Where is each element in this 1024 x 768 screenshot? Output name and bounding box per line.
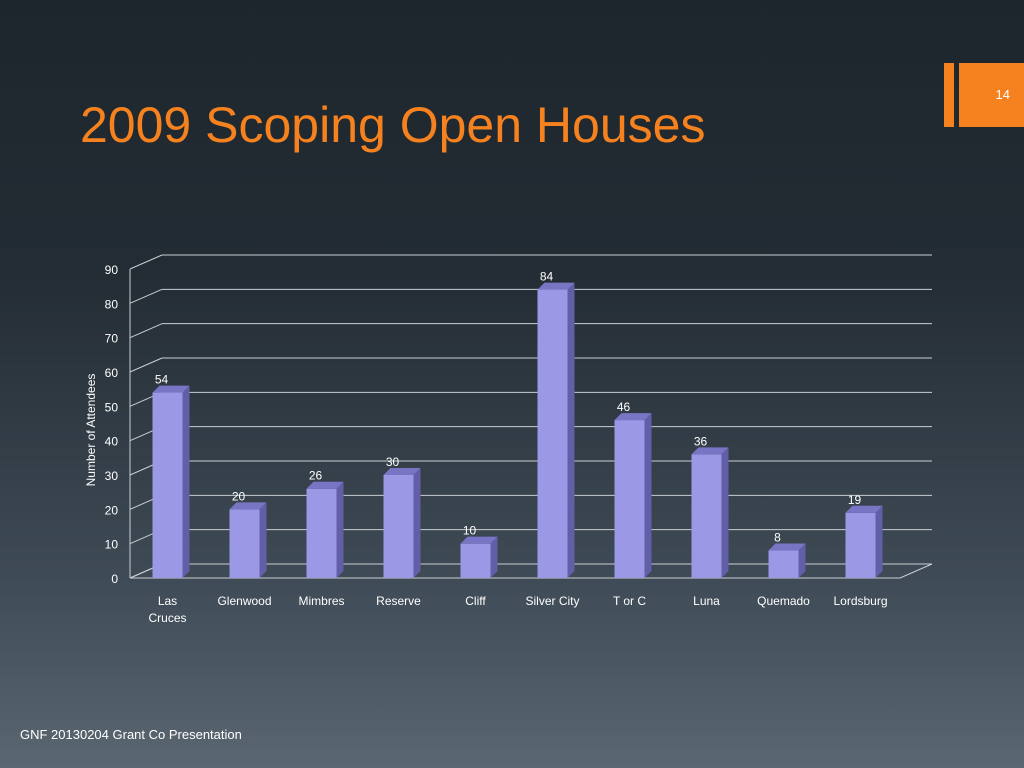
x-tick-label: Cruces bbox=[148, 611, 186, 625]
gridline-diagonal bbox=[129, 254, 163, 270]
x-tick-label: Mimbres bbox=[298, 594, 344, 608]
data-labels: 54 20 26 30 10 84 46 36 8 19 bbox=[155, 270, 862, 545]
slide-title: 2009 Scoping Open Houses bbox=[80, 97, 706, 153]
y-tick-label: 40 bbox=[105, 435, 119, 449]
bar-front bbox=[383, 475, 414, 578]
bar-top bbox=[537, 282, 575, 290]
bar bbox=[306, 481, 344, 578]
bar-top bbox=[845, 505, 883, 513]
bar-side bbox=[875, 505, 883, 578]
bar-top bbox=[229, 502, 267, 510]
data-label: 54 bbox=[155, 373, 169, 387]
bar-side bbox=[259, 502, 267, 578]
bar-top bbox=[306, 481, 344, 489]
bar-front bbox=[537, 289, 568, 578]
bars bbox=[152, 282, 883, 578]
gridline-diagonal bbox=[129, 323, 163, 339]
data-label: 46 bbox=[617, 400, 631, 414]
data-label: 20 bbox=[232, 489, 246, 503]
x-axis-labels: Las Cruces Glenwood Mimbres Reserve Cliff Silv… bbox=[148, 594, 887, 625]
bar-top bbox=[383, 468, 421, 475]
bar-side bbox=[644, 413, 652, 578]
data-label: 84 bbox=[540, 270, 554, 284]
x-tick-label: Lordsburg bbox=[833, 594, 887, 608]
bar-side bbox=[721, 447, 729, 578]
gridline-diagonal bbox=[129, 357, 163, 373]
bar-front bbox=[768, 550, 799, 578]
bar-side bbox=[798, 543, 806, 578]
x-tick-label: Silver City bbox=[525, 594, 579, 608]
data-label: 10 bbox=[463, 524, 477, 538]
footer-text: GNF 20130204 Grant Co Presentation bbox=[20, 727, 242, 742]
bar-front bbox=[614, 420, 645, 578]
y-tick-label: 90 bbox=[105, 263, 119, 277]
y-tick-label: 0 bbox=[111, 572, 118, 586]
y-tick-label: 80 bbox=[105, 297, 119, 311]
bar bbox=[460, 536, 498, 578]
x-tick-label: Las bbox=[158, 594, 177, 608]
data-label: 8 bbox=[774, 531, 781, 545]
bar-side bbox=[413, 468, 421, 578]
y-tick-label: 60 bbox=[105, 366, 119, 380]
bar-side bbox=[490, 536, 498, 578]
y-axis-ticks: 0 10 20 30 40 50 60 70 80 90 bbox=[105, 263, 119, 586]
bar-front bbox=[306, 488, 337, 578]
bar bbox=[845, 505, 883, 578]
bar-side bbox=[336, 481, 344, 578]
bar bbox=[229, 502, 267, 578]
bar-top bbox=[691, 447, 729, 455]
bar bbox=[768, 543, 806, 578]
y-tick-label: 20 bbox=[105, 503, 119, 517]
y-tick-label: 30 bbox=[105, 469, 119, 483]
bar-top bbox=[614, 413, 652, 421]
bar-top bbox=[768, 543, 806, 551]
page-number: 14 bbox=[995, 87, 1010, 102]
x-tick-label: Quemado bbox=[757, 594, 810, 608]
bar bbox=[383, 468, 421, 578]
x-tick-label: Cliff bbox=[465, 594, 486, 608]
bar-front bbox=[229, 509, 260, 578]
data-label: 30 bbox=[386, 455, 400, 469]
y-tick-label: 50 bbox=[105, 400, 119, 414]
bar-front bbox=[152, 392, 183, 578]
y-axis-label: Number of Attendees bbox=[84, 374, 98, 487]
bar bbox=[614, 413, 652, 578]
accent-bar bbox=[944, 63, 954, 127]
bar-front bbox=[845, 512, 876, 578]
y-tick-label: 70 bbox=[105, 332, 119, 346]
data-label: 36 bbox=[694, 434, 708, 448]
bar bbox=[691, 447, 729, 578]
y-tick-label: 10 bbox=[105, 538, 119, 552]
floor-right-edge bbox=[899, 563, 933, 579]
x-tick-label: T or C bbox=[613, 594, 646, 608]
x-tick-label: Glenwood bbox=[217, 594, 271, 608]
bar-top bbox=[460, 536, 498, 544]
bar-front bbox=[460, 543, 491, 578]
x-tick-label: Luna bbox=[693, 594, 720, 608]
bar bbox=[537, 282, 575, 578]
bar bbox=[152, 385, 190, 578]
gridline-diagonal bbox=[129, 288, 163, 304]
data-label: 19 bbox=[848, 493, 862, 507]
bar-side bbox=[182, 385, 190, 578]
page-number-box: 14 bbox=[959, 63, 1024, 127]
data-label: 26 bbox=[309, 469, 323, 483]
x-tick-label: Reserve bbox=[376, 594, 421, 608]
bar-top bbox=[152, 385, 190, 393]
bar-side bbox=[567, 282, 575, 578]
bar-front bbox=[691, 454, 722, 578]
